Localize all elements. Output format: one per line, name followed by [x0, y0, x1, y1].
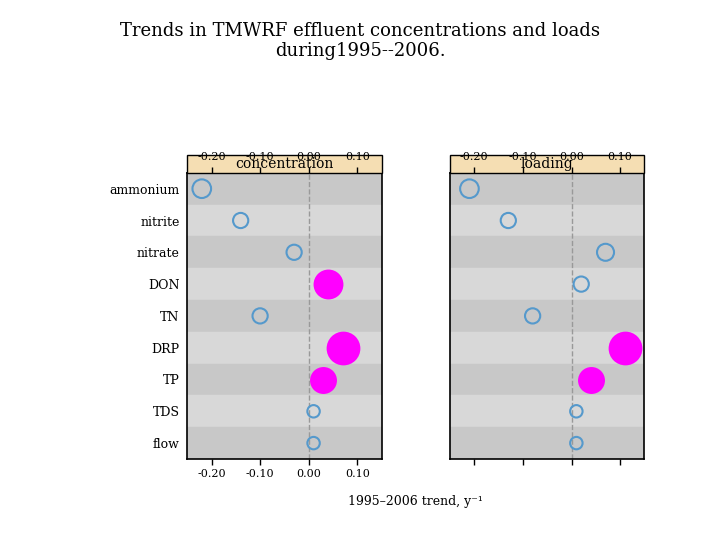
Bar: [450, 395, 644, 427]
Bar: [187, 332, 382, 363]
Bar: [450, 268, 644, 300]
Point: [503, 216, 514, 225]
Bar: [187, 300, 382, 332]
Bar: [450, 427, 644, 459]
FancyBboxPatch shape: [450, 156, 644, 173]
Point: [600, 248, 611, 256]
Bar: [187, 268, 382, 300]
Bar: [450, 173, 644, 205]
Point: [308, 407, 320, 416]
Point: [464, 184, 475, 193]
Bar: [187, 427, 382, 459]
Point: [323, 280, 334, 288]
Point: [196, 184, 207, 193]
Bar: [187, 395, 382, 427]
Bar: [450, 332, 644, 363]
Bar: [450, 363, 644, 395]
Point: [575, 280, 587, 288]
Bar: [187, 237, 382, 268]
Text: Trends in TMWRF effluent concentrations and loads
during1995--2006.: Trends in TMWRF effluent concentrations …: [120, 22, 600, 60]
Point: [619, 343, 631, 352]
Point: [254, 312, 266, 320]
Bar: [187, 363, 382, 395]
Bar: [187, 173, 382, 205]
Point: [318, 375, 329, 384]
Text: loading: loading: [521, 157, 574, 171]
Point: [571, 439, 582, 448]
Point: [585, 375, 597, 384]
Point: [289, 248, 300, 256]
Point: [571, 407, 582, 416]
Text: concentration: concentration: [235, 157, 333, 171]
Point: [308, 439, 320, 448]
FancyBboxPatch shape: [187, 156, 382, 173]
Text: 1995–2006 trend, y⁻¹: 1995–2006 trend, y⁻¹: [348, 495, 483, 508]
Bar: [450, 205, 644, 237]
Point: [235, 216, 246, 225]
Bar: [450, 237, 644, 268]
Point: [337, 343, 348, 352]
Point: [527, 312, 539, 320]
Bar: [450, 300, 644, 332]
Bar: [187, 205, 382, 237]
